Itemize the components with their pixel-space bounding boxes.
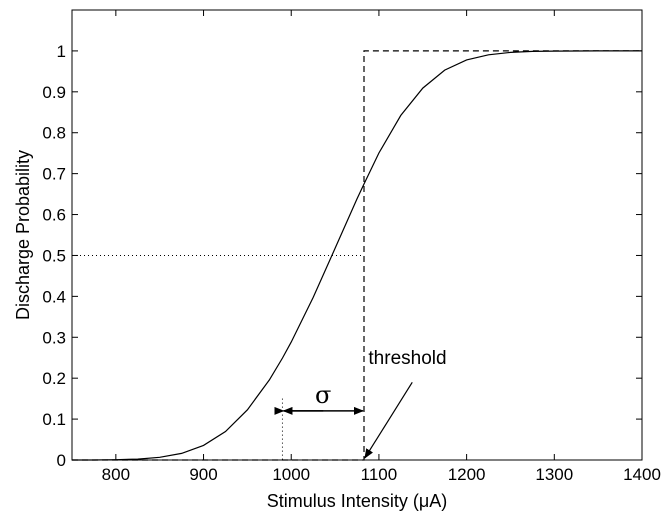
y-tick-label: 0.4 — [42, 287, 66, 306]
x-tick-label: 1300 — [535, 465, 573, 484]
x-tick-label: 1100 — [361, 465, 398, 484]
threshold-step-line — [72, 50, 642, 461]
y-tick-label: 0.8 — [42, 124, 66, 143]
y-tick-label: 0.9 — [42, 83, 66, 102]
threshold-label: threshold — [368, 348, 446, 369]
y-tick-label: 0.6 — [42, 206, 66, 225]
plot-area — [71, 9, 643, 461]
y-tick-label: 0.3 — [42, 328, 66, 347]
y-tick-label: 0.5 — [42, 246, 66, 265]
y-tick-label: 0.7 — [42, 165, 66, 184]
y-tick-label: 0.2 — [42, 369, 66, 388]
x-tick-label: 900 — [189, 465, 217, 484]
y-tick-label: 0 — [57, 451, 66, 470]
y-axis-label: Discharge Probability — [13, 150, 33, 320]
y-tick-label: 1 — [57, 42, 66, 61]
axis-ticks: 800 900 1000 1100 1200 1300 1400 0 0.1 0.2 0.3 0.4 0… — [42, 10, 661, 484]
x-tick-label: 1200 — [448, 465, 486, 484]
threshold-arrow — [364, 381, 413, 459]
probability-curve — [72, 50, 642, 461]
annotations: σ threshold — [72, 254, 447, 460]
x-tick-label: 1000 — [272, 465, 310, 484]
x-tick-label: 800 — [102, 465, 130, 484]
sigma-label: σ — [315, 381, 331, 409]
x-tick-label: 1400 — [623, 465, 661, 484]
x-axis-label: Stimulus Intensity (μA) — [267, 491, 447, 511]
y-tick-label: 0.1 — [42, 410, 66, 429]
data-series — [72, 50, 642, 461]
